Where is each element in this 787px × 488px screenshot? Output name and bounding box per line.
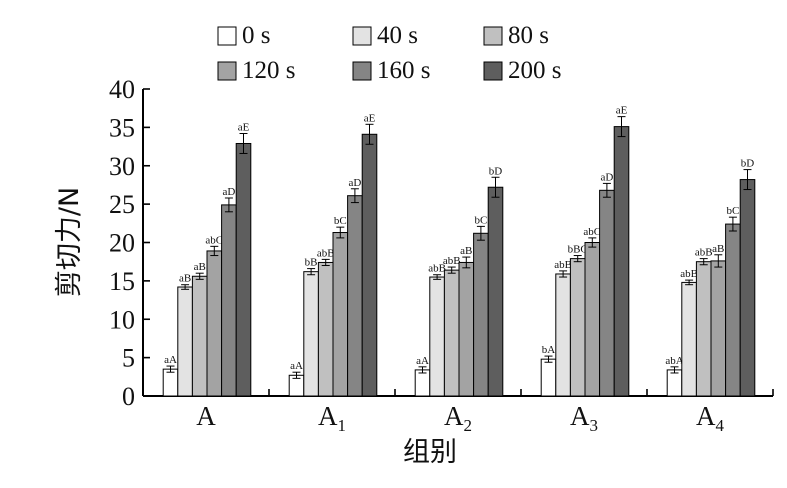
- significance-label: bD: [489, 165, 503, 177]
- significance-label: abB: [680, 268, 698, 280]
- significance-label: aE: [364, 112, 376, 124]
- significance-label: aA: [164, 354, 177, 366]
- legend-item: 80 s: [483, 22, 549, 49]
- y-tick-label: 40: [109, 75, 135, 104]
- significance-label: aD: [600, 171, 613, 183]
- significance-label: bC: [334, 215, 347, 227]
- bar: [473, 232, 489, 397]
- y-tick-label: 25: [109, 190, 135, 219]
- significance-label: aB: [460, 245, 472, 257]
- category-label: A: [196, 401, 216, 431]
- legend-swatch: [352, 26, 372, 46]
- bar: [221, 204, 237, 397]
- bar: [303, 271, 319, 397]
- legend-item: 120 s: [217, 57, 295, 84]
- significance-label: aD: [222, 186, 235, 198]
- legend-swatch: [217, 26, 237, 46]
- legend-label: 80 s: [508, 22, 549, 49]
- bar: [739, 179, 756, 397]
- y-tick-label: 5: [122, 344, 135, 373]
- significance-label: abA: [665, 355, 683, 367]
- bar: [414, 369, 431, 397]
- bar: [443, 269, 460, 397]
- significance-label: abB: [554, 259, 572, 271]
- significance-label: bC: [474, 214, 487, 226]
- legend-swatch: [483, 26, 503, 46]
- significance-label: aE: [616, 105, 628, 117]
- bar: [599, 189, 615, 397]
- bar: [666, 369, 683, 397]
- category-label: A1: [318, 401, 346, 435]
- significance-label: abC: [205, 234, 223, 246]
- bar: [487, 186, 504, 397]
- legend: 0 s 40 s 80 s 120 s 160 s 200 s: [217, 22, 561, 84]
- legend-label: 200 s: [508, 57, 561, 84]
- legend-label: 40 s: [377, 22, 418, 49]
- significance-label: bC: [726, 205, 739, 217]
- legend-item: 160 s: [352, 57, 430, 84]
- bar: [191, 275, 208, 397]
- significance-label: abB: [428, 263, 446, 275]
- significance-label: aB: [194, 261, 206, 273]
- significance-label: abB: [443, 255, 461, 267]
- significance-label: bD: [741, 158, 755, 170]
- y-tick-label: 35: [109, 113, 135, 142]
- y-tick-label: 0: [122, 382, 135, 411]
- bar: [458, 261, 475, 397]
- significance-label: bA: [542, 344, 556, 356]
- y-tick-label: 15: [109, 267, 135, 296]
- legend-item: 200 s: [483, 57, 561, 84]
- bar: [569, 258, 586, 397]
- y-tick-label: 20: [109, 229, 135, 258]
- legend-item: 0 s: [217, 22, 270, 49]
- legend-label: 160 s: [377, 57, 430, 84]
- bar: [429, 276, 445, 397]
- bar: [725, 223, 741, 397]
- significance-label: abB: [695, 247, 713, 259]
- bar: [332, 232, 349, 397]
- significance-label: abC: [583, 226, 601, 238]
- x-axis-title: 组别: [403, 437, 457, 468]
- bar: [555, 273, 571, 397]
- bar: [317, 261, 334, 397]
- legend-swatch: [483, 61, 503, 81]
- y-tick-label: 30: [109, 152, 135, 181]
- legend-swatch: [352, 61, 372, 81]
- category-label: A2: [444, 401, 472, 435]
- bar: [681, 281, 697, 397]
- legend-label: 0 s: [242, 22, 270, 49]
- bar: [235, 142, 252, 397]
- significance-label: bB: [305, 257, 318, 269]
- significance-label: aB: [179, 273, 191, 285]
- bar: [540, 358, 557, 397]
- category-label: A3: [570, 401, 598, 435]
- bar: [361, 133, 378, 397]
- significance-label: abB: [317, 247, 335, 259]
- legend-label: 120 s: [242, 57, 295, 84]
- legend-item: 40 s: [352, 22, 418, 49]
- bar: [206, 250, 223, 397]
- legend-swatch: [217, 61, 237, 81]
- significance-label: aE: [238, 122, 250, 134]
- bar: [584, 242, 601, 397]
- significance-label: aB: [712, 243, 724, 255]
- y-tick-label: 10: [109, 305, 135, 334]
- bar: [695, 261, 712, 397]
- bar: [613, 126, 630, 397]
- category-label: A4: [696, 401, 725, 435]
- significance-label: bBC: [568, 244, 588, 256]
- bar: [710, 260, 727, 397]
- bar: [177, 286, 193, 397]
- bar: [347, 195, 363, 397]
- significance-label: aD: [348, 177, 361, 189]
- y-axis-title: 剪切力/N: [54, 187, 85, 297]
- bar: [162, 368, 179, 397]
- significance-label: aA: [290, 360, 303, 372]
- plot-area: 0510152025303540aAaBaBabCaDaEAaAbBabBbCa…: [109, 75, 774, 435]
- significance-label: aA: [416, 355, 429, 367]
